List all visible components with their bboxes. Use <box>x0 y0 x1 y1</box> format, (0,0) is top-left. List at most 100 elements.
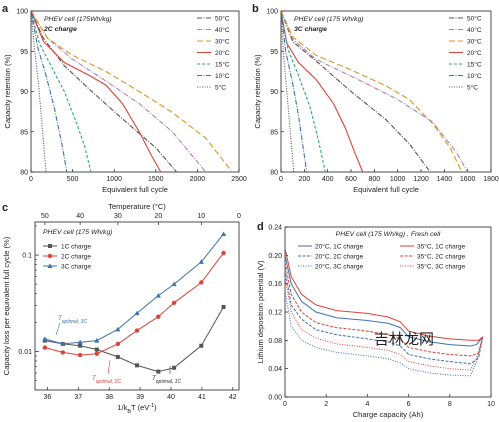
top-tick-label: 10 <box>197 213 205 220</box>
series-line-40-c <box>281 11 469 172</box>
y-tick-label: 0.01 <box>18 349 32 356</box>
data-point-3c-charge <box>220 231 227 237</box>
data-point-3c-charge <box>94 337 100 343</box>
legend-label-40-c: 40°C <box>467 26 482 34</box>
data-point-3c-charge <box>134 310 140 316</box>
y-tick-label: 0.08 <box>268 338 282 345</box>
series-line-5-c <box>281 11 295 172</box>
y-axis-label: Capacity retention (%) <box>3 54 12 129</box>
legend-label-35-c-1c-charge: 35°C, 1C charge <box>417 243 466 251</box>
annotation-text: PHEV cell (175 Wh/kg) , Fresh cell <box>336 231 441 238</box>
series-line-2c-charge <box>44 252 224 356</box>
y-axis-label: Lithium deposition potential (V) <box>256 260 265 363</box>
x-tick-label: 37 <box>74 394 82 401</box>
panel-label-a: a <box>2 3 9 15</box>
data-point-3c-charge <box>155 293 161 298</box>
y-tick-label: 0.04 <box>268 366 282 373</box>
legend-label-30-c: 30°C <box>467 38 482 46</box>
data-point-3c-charge <box>198 259 204 264</box>
series-line-15-c <box>281 11 326 172</box>
data-point-3c-charge <box>42 336 48 342</box>
data-point-2c-charge <box>60 350 66 355</box>
optimal-temperature-label: Toptimal, 1C <box>152 375 181 385</box>
x-axis-label-part: 1/k <box>117 403 127 412</box>
x-axis-label-part: ) <box>154 403 157 412</box>
data-point-2c-charge <box>199 280 204 285</box>
legend-label-20-c: 20°C <box>467 49 482 57</box>
x-tick-label: 2500 <box>231 176 247 183</box>
panel-label-c: c <box>2 202 8 214</box>
x-tick-label: 0 <box>29 176 33 183</box>
optimal-label-sub: optimal, 2C <box>96 379 122 385</box>
series-line-50-c <box>281 11 431 172</box>
data-point-3c-charge <box>171 281 177 287</box>
series-line-15-c <box>31 11 92 172</box>
annotation-bold: 2C charge <box>43 26 77 33</box>
legend-label-20-c-3c-charge: 20°C, 3C charge <box>315 263 364 271</box>
data-point-1c-charge <box>135 363 139 368</box>
y-axis-label: Capacity retention (%) <box>253 54 262 129</box>
legend-label-20-c-1c-charge: 20°C, 1C charge <box>315 243 364 251</box>
x-tick-label: 500 <box>67 176 79 183</box>
legend-label-50-c: 50°C <box>215 15 230 23</box>
y-tick-label: 0.24 <box>268 225 282 232</box>
series-line-20-c-2c-charge <box>284 269 484 365</box>
top-tick-label: 0 <box>237 213 241 220</box>
legend-marker <box>47 263 53 268</box>
annotation-text: PHEV cell (175 Wh/kg) <box>43 229 113 236</box>
legend-label-35-c-3c-charge: 35°C, 3C charge <box>417 263 466 271</box>
top-tick-label: 30 <box>114 213 122 220</box>
legend-label-15-c: 15°C <box>467 61 482 69</box>
optimal-temperature-label: Toptimal, 2C <box>92 375 121 385</box>
x-tick-label: 10 <box>487 401 495 408</box>
legend-label-15-c: 15°C <box>215 61 230 69</box>
legend-label-10-c: 10°C <box>215 72 230 80</box>
y-tick-label: 0.1 <box>22 253 32 260</box>
x-axis-label: Equivalent full cycle <box>102 185 168 194</box>
data-point-2c-charge <box>134 328 140 333</box>
optimal-pointer <box>55 322 61 336</box>
series-line-3c-charge <box>44 233 224 345</box>
x-axis-label-part: B <box>127 409 131 415</box>
series-line-30-c <box>31 11 233 172</box>
series-line-40-c <box>31 11 207 172</box>
optimal-label-sub: optimal, 1C <box>156 379 182 385</box>
legend-label-20-c-2c-charge: 20°C, 2C charge <box>315 253 364 261</box>
y-tick-label: 90 <box>270 89 278 96</box>
legend-label-10-c: 10°C <box>467 72 482 80</box>
legend-label-50-c: 50°C <box>467 15 482 23</box>
optimal-label-t: T <box>152 375 157 382</box>
x-tick-label: 0 <box>279 176 283 183</box>
x-tick-label: 39 <box>136 394 144 401</box>
y-tick-label: 85 <box>20 129 28 136</box>
legend-label-35-c-2c-charge: 35°C, 2C charge <box>417 253 466 261</box>
y-tick-label: 80 <box>270 170 278 177</box>
series-line-5-c <box>31 11 47 172</box>
series-line-20-c <box>31 11 162 172</box>
x-axis-label: 1/kBT (eV-1) <box>117 403 157 415</box>
legend-marker <box>48 244 52 248</box>
legend-label-2c-charge: 2C charge <box>61 254 91 261</box>
x-tick-label: 42 <box>229 394 237 401</box>
panel-b: b 0 200 400 600 800 1000 1200 1400 1600 1800 80 85 90… <box>252 3 499 194</box>
y-tick-label: 85 <box>270 129 278 136</box>
data-point-1c-charge <box>94 347 99 352</box>
y-tick-label: 100 <box>266 9 278 16</box>
y-tick-label: 0.00 <box>268 395 282 402</box>
optimal-label-sub: optimal, 3C <box>62 319 88 325</box>
y-tick-label: 0.12 <box>268 310 282 317</box>
data-point-1c-charge <box>199 343 204 348</box>
legend-label-5-c: 5°C <box>215 84 226 92</box>
annotation-text: PHEV cell (175Wh/kg) <box>44 16 112 23</box>
data-point-1c-charge <box>78 343 83 348</box>
x-tick-label: 2000 <box>190 176 206 183</box>
x-axis-label-part: T (eV <box>131 403 149 412</box>
panel-label-d: d <box>257 221 264 233</box>
x-tick-label: 36 <box>43 394 51 401</box>
legend-marker <box>47 253 53 259</box>
top-axis-label: Temperature (°C) <box>108 202 166 211</box>
annotation-text: PHEV cell (175 Wh/kg) <box>294 16 364 23</box>
x-tick-label: 1000 <box>106 176 122 183</box>
panel-c: c 36 37 38 39 40 41 42 50 40 30 20 10 0 Temperature (°… <box>2 202 241 415</box>
x-tick-label: 1400 <box>437 176 453 183</box>
